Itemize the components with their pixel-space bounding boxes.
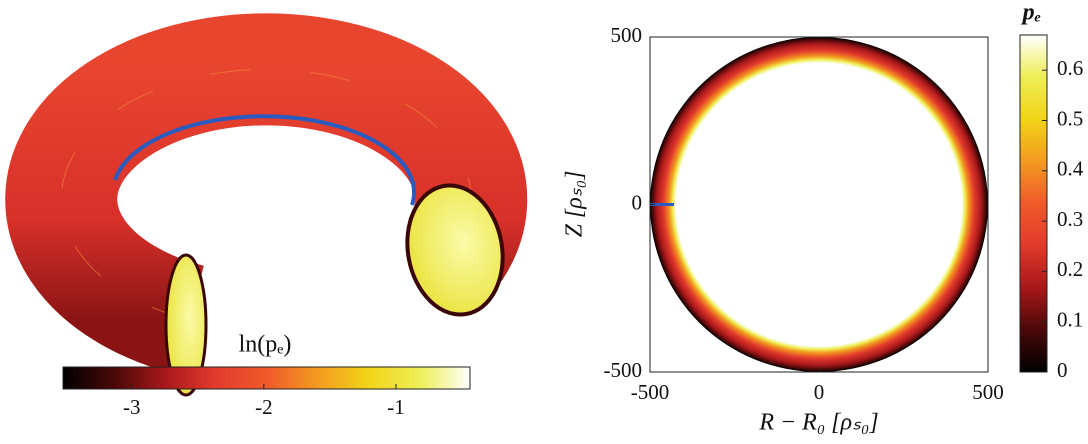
colorbar-tick-label: 0.2 — [1057, 257, 1083, 281]
colorbar-label: pₑ — [1021, 0, 1042, 26]
x-axis-label: R − R₀ [ρₛ₀] — [758, 410, 878, 436]
pressure-ring — [650, 37, 988, 372]
colorbar-tick-label: -3 — [123, 395, 141, 419]
colorbar-tick-label: 0.6 — [1057, 56, 1083, 80]
y-tick-label: 500 — [611, 23, 643, 47]
colorbar: ln(pₑ) — [239, 332, 292, 358]
x-tick-label: 0 — [814, 380, 825, 404]
colorbar-tick-label: 0.3 — [1057, 207, 1083, 231]
colorbar-tick-label: 0.4 — [1057, 157, 1084, 181]
x-tick-label: -500 — [631, 380, 670, 404]
figure: ln(pₑ) R − R₀ [ρₛ₀] Z [ρₛ₀] pₑ -3 -2 -1 -50… — [0, 0, 1088, 444]
y-tick-label: 0 — [632, 190, 643, 214]
x-tick-label: 500 — [972, 380, 1004, 404]
colorbar-label: ln(pₑ) — [239, 332, 292, 358]
colorbar-tick-label: -1 — [387, 395, 405, 419]
colorbar-tick-label: -2 — [255, 395, 273, 419]
y-tick-label: -500 — [604, 358, 643, 382]
colorbar-fill — [63, 367, 470, 389]
colorbar-tick-label: 0 — [1057, 358, 1068, 382]
colorbar-tick-label: 0.5 — [1057, 106, 1083, 130]
colorbar-tick-label: 0.1 — [1057, 308, 1083, 332]
y-axis-label: Z [ρₛ₀] — [562, 171, 588, 238]
